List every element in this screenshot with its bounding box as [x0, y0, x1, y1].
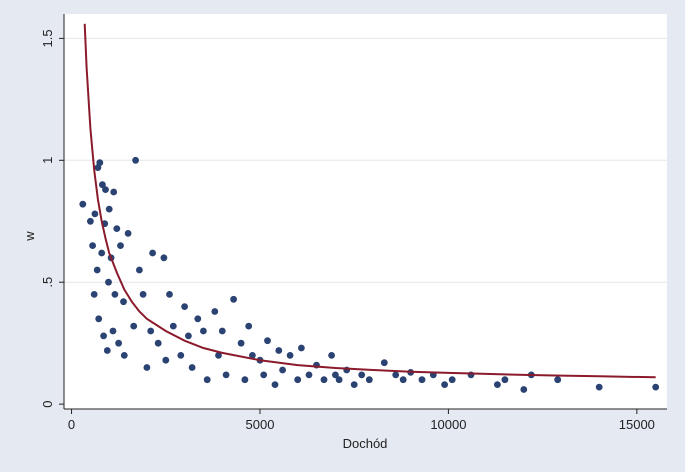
data-point — [90, 291, 98, 298]
x-axis-title: Dochód — [343, 436, 388, 451]
data-point — [143, 364, 151, 371]
data-point — [305, 371, 313, 379]
data-point — [441, 381, 448, 388]
data-point — [160, 254, 168, 262]
data-point — [93, 266, 101, 274]
data-point — [203, 376, 211, 384]
data-point — [365, 376, 373, 384]
data-point — [335, 376, 343, 384]
data-point — [554, 376, 562, 384]
data-point — [91, 210, 99, 218]
data-point — [110, 188, 118, 196]
data-point — [222, 371, 230, 379]
data-point — [162, 356, 170, 364]
data-point — [130, 322, 138, 330]
data-point — [117, 242, 124, 250]
data-point — [260, 371, 268, 379]
data-point — [99, 181, 106, 189]
data-point — [177, 352, 185, 359]
data-point — [109, 327, 117, 335]
data-point — [96, 159, 104, 167]
data-point — [149, 249, 157, 257]
data-point — [237, 339, 245, 347]
data-point — [501, 376, 509, 384]
data-point — [95, 315, 103, 323]
data-point — [139, 291, 147, 298]
data-point — [245, 322, 253, 330]
y-axis-ticks: 0 .5 1 1.5 — [40, 29, 64, 408]
data-point — [124, 230, 132, 237]
x-axis-ticks: 0 5000 10000 15000 — [68, 409, 655, 432]
data-point — [595, 383, 603, 391]
data-point — [136, 266, 143, 274]
data-point — [105, 205, 113, 213]
data-point — [218, 327, 226, 335]
data-point — [100, 332, 107, 340]
data-point — [188, 364, 196, 371]
data-point — [79, 200, 87, 208]
y-tick-label: 1 — [40, 157, 55, 164]
data-point — [275, 347, 283, 354]
data-point — [98, 249, 106, 257]
data-point — [320, 376, 328, 384]
data-point — [332, 371, 339, 379]
data-point — [230, 295, 238, 303]
y-axis-title: w — [22, 231, 37, 242]
data-point — [652, 383, 660, 391]
data-point — [200, 327, 207, 335]
data-point — [211, 308, 219, 315]
y-tick-label: 0 — [40, 400, 55, 407]
data-point — [286, 352, 294, 359]
data-point — [132, 156, 140, 164]
data-point — [298, 344, 305, 352]
data-point — [279, 366, 286, 374]
data-point — [181, 303, 189, 310]
grid-lines — [64, 37, 667, 283]
data-point — [120, 298, 127, 306]
data-point — [147, 327, 155, 335]
data-point — [102, 186, 109, 194]
data-point — [448, 376, 456, 384]
data-point — [89, 242, 96, 250]
data-point — [249, 352, 256, 359]
x-tick-label: 10000 — [430, 417, 466, 432]
data-point — [154, 339, 162, 347]
x-tick-label: 0 — [68, 417, 75, 432]
plot-area — [64, 14, 667, 409]
y-tick-label: .5 — [40, 277, 55, 288]
data-point — [399, 376, 407, 384]
data-point — [392, 371, 400, 379]
data-point — [520, 386, 528, 393]
data-point — [120, 352, 128, 359]
data-point — [115, 339, 122, 347]
data-point — [271, 381, 279, 388]
data-point — [185, 332, 192, 340]
data-point — [166, 291, 173, 298]
data-point — [294, 376, 302, 384]
x-tick-label: 15000 — [619, 417, 655, 432]
data-point — [418, 376, 426, 384]
data-point — [215, 352, 222, 359]
data-point — [111, 291, 119, 298]
data-point — [328, 352, 335, 359]
data-point — [241, 376, 249, 384]
data-point — [105, 278, 112, 286]
data-point — [169, 322, 177, 330]
data-point — [494, 381, 501, 388]
data-point — [358, 371, 366, 379]
data-point — [103, 347, 111, 354]
data-point — [113, 225, 121, 233]
data-point — [264, 337, 271, 345]
x-tick-label: 5000 — [246, 417, 275, 432]
fit-line — [83, 23, 656, 379]
data-point — [350, 381, 358, 388]
data-point — [87, 217, 94, 225]
data-point — [380, 359, 388, 367]
y-tick-label: 1.5 — [40, 29, 55, 47]
data-point — [194, 315, 202, 323]
